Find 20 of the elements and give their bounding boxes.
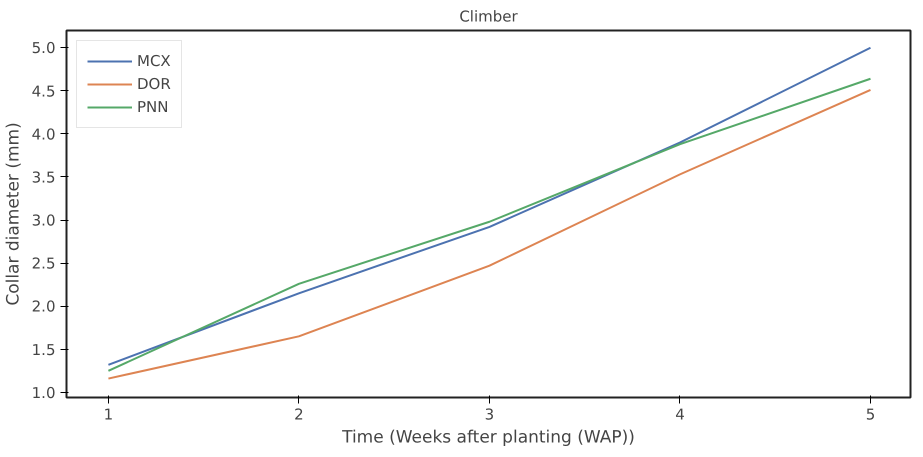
x-tick-label: 4 [675,406,685,424]
y-tick-label: 3.5 [32,168,56,186]
x-tick-label: 5 [866,406,876,424]
x-tick-label: 3 [484,406,494,424]
y-tick-label: 1.0 [32,384,56,402]
y-tick-label: 4.0 [32,125,56,144]
legend-label: MCX [137,52,171,70]
y-tick-label: 2.5 [32,254,56,273]
x-axis-title: Time (Weeks after planting (WAP)) [341,428,635,448]
y-tick-label: 5.0 [32,39,56,58]
y-tick-label: 4.5 [32,82,56,100]
legend-label: PNN [137,98,168,116]
x-tick-label: 2 [294,406,304,424]
y-tick-label: 2.0 [32,298,56,316]
y-tick-label: 1.5 [32,340,56,359]
y-axis-title: Collar diameter (mm) [4,122,24,306]
chart-title: Climber [459,8,518,26]
y-tick-label: 3.0 [32,212,56,230]
x-tick-label: 1 [104,406,114,424]
legend-label: DOR [137,75,171,93]
